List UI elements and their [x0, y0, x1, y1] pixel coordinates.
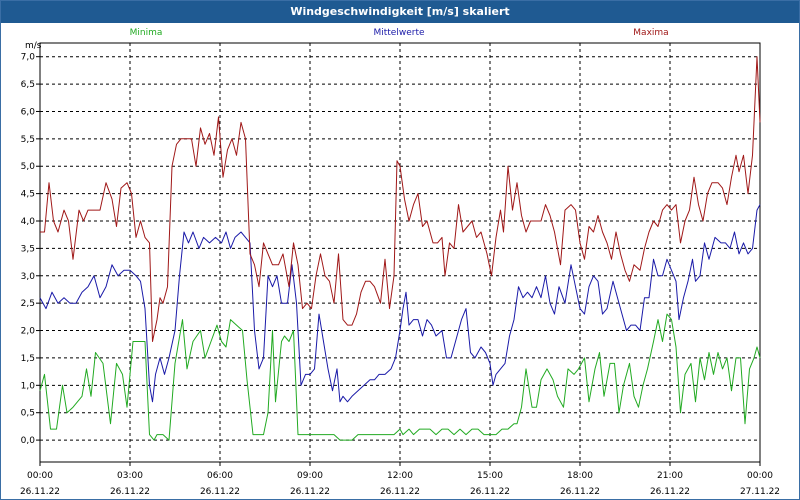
y-tick-label: 0,5: [21, 409, 35, 419]
series-line-minima: [39, 313, 761, 441]
series-line-maxima: [40, 56, 761, 342]
series-lines: [39, 56, 761, 441]
x-tick-date-label: 26.11.22: [200, 487, 240, 497]
x-tick-date-label: 26.11.22: [560, 487, 600, 497]
x-tick-date-label: 26.11.22: [650, 487, 690, 497]
y-tick-label: 3,5: [21, 244, 35, 254]
legend-entry-minima: Minima: [130, 28, 163, 38]
x-tick-time-label: 21:00: [657, 471, 683, 481]
y-tick-label: 5,0: [21, 162, 36, 172]
y-tick-label: 7,0: [21, 53, 36, 63]
y-tick-label: 1,5: [21, 354, 35, 364]
x-tick-date-label: 26.11.22: [380, 487, 420, 497]
y-tick-label: 4,0: [21, 217, 36, 227]
x-tick-date-label: 26.11.22: [110, 487, 150, 497]
y-tick-label: 2,0: [21, 327, 36, 337]
x-tick-time-label: 15:00: [477, 471, 503, 481]
legend-entry-mittelwerte: Mittelwerte: [373, 28, 424, 38]
y-tick-label: 0,0: [21, 436, 36, 446]
x-axis-ticks: 00:00 26.11.22 03:00 26.11.22 06:00 26.11.22 0…: [20, 462, 780, 497]
x-tick-time-label: 00:00: [747, 471, 773, 481]
x-tick-time-label: 06:00: [207, 471, 233, 481]
series-line-mittelwerte: [39, 204, 761, 403]
y-tick-label: 5,5: [21, 135, 35, 145]
y-tick-label: 6,5: [21, 80, 35, 90]
y-axis-ticks: 0,0 0,5 1,0 1,5 2,0 2,5 3,0 3,5 4,0 4,5 5,0 5,5 6,0 6…: [21, 53, 40, 446]
x-tick-date-label: 26.11.22: [470, 487, 510, 497]
x-tick-time-label: 00:00: [27, 471, 53, 481]
y-axis-label: m/s: [25, 41, 42, 51]
x-tick-time-label: 03:00: [117, 471, 143, 481]
x-tick-date-label: 27.11.22: [740, 487, 780, 497]
legend-entry-maxima: Maxima: [633, 28, 668, 38]
x-tick-date-label: 26.11.22: [20, 487, 60, 497]
x-tick-time-label: 12:00: [387, 471, 413, 481]
chart-title: Windgeschwindigkeit [m/s] skaliert: [1, 1, 799, 23]
y-tick-label: 6,0: [21, 107, 36, 117]
y-tick-label: 1,0: [21, 381, 36, 391]
y-tick-label: 3,0: [21, 272, 36, 282]
y-tick-label: 2,5: [21, 299, 35, 309]
x-tick-time-label: 18:00: [567, 471, 593, 481]
x-tick-date-label: 26.11.22: [290, 487, 330, 497]
legend: Minima Mittelwerte Maxima: [130, 28, 669, 38]
x-tick-time-label: 09:00: [297, 471, 323, 481]
y-tick-label: 4,5: [21, 190, 35, 200]
